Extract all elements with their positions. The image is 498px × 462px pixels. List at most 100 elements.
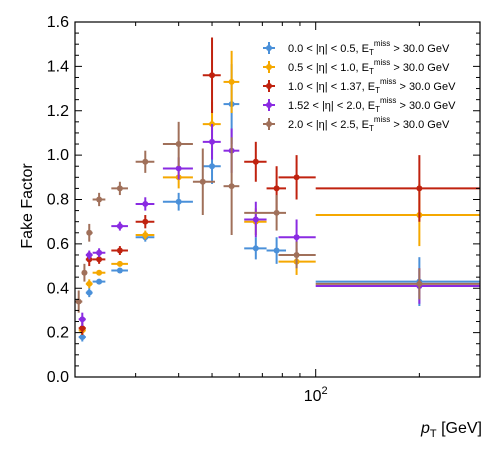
data-point — [244, 195, 287, 231]
marker — [142, 200, 149, 207]
marker — [228, 183, 235, 190]
series-3 — [78, 37, 480, 335]
data-point — [244, 237, 267, 260]
data-point — [244, 201, 267, 238]
marker — [142, 218, 149, 225]
data-point — [92, 248, 106, 258]
legend-entry: 1.0 < |η| < 1.37, ETmiss > 30.0 GeV — [263, 77, 456, 95]
marker — [175, 198, 182, 205]
legend-entry: 1.52 < |η| < 2.0, ETmiss > 30.0 GeV — [263, 96, 456, 114]
marker — [86, 229, 93, 236]
legend-label: 0.5 < |η| < 1.0, ETmiss > 30.0 GeV — [288, 58, 450, 76]
legend-label: 0.0 < |η| < 0.5, ETmiss > 30.0 GeV — [288, 39, 450, 57]
data-point — [266, 237, 287, 264]
series-5 — [75, 121, 480, 313]
axis-ticks: 0.0 0.2 0.4 0.6 0.8 1.0 1.2 1.4 1.6 102 — [47, 14, 481, 405]
marker — [116, 260, 123, 267]
marker — [86, 251, 93, 258]
y-tick-label: 1.0 — [47, 147, 69, 164]
x-axis-label-unit: [GeV] — [437, 420, 482, 437]
legend-label: 2.0 < |η| < 2.5, ETmiss > 30.0 GeV — [288, 115, 450, 133]
marker — [293, 174, 300, 181]
legend-entry: 0.0 < |η| < 0.5, ETmiss > 30.0 GeV — [263, 39, 450, 57]
marker — [79, 325, 86, 332]
data-layer — [75, 37, 480, 342]
marker — [252, 216, 259, 223]
marker — [252, 245, 259, 252]
legend-entry: 0.5 < |η| < 1.0, ETmiss > 30.0 GeV — [263, 58, 450, 76]
x-axis-label-main: p — [420, 420, 430, 437]
marker — [116, 247, 123, 254]
data-point — [192, 148, 215, 216]
marker — [228, 78, 235, 85]
y-tick-label: 0.8 — [47, 192, 69, 209]
data-point — [86, 223, 93, 242]
y-tick-label: 1.2 — [47, 103, 69, 120]
y-tick-label: 0.0 — [47, 369, 69, 386]
marker — [86, 280, 93, 287]
legend-label: 1.52 < |η| < 2.0, ETmiss > 30.0 GeV — [288, 96, 456, 114]
data-point — [75, 290, 83, 313]
data-point — [78, 312, 86, 326]
data-point — [223, 137, 240, 235]
data-point — [111, 246, 128, 255]
data-point — [135, 197, 155, 211]
legend-entry: 2.0 < |η| < 2.5, ETmiss > 30.0 GeV — [263, 115, 450, 133]
marker — [86, 289, 93, 296]
marker — [273, 185, 280, 192]
data-point — [92, 192, 106, 207]
data-point — [223, 50, 240, 113]
x-tick-label: 102 — [304, 385, 328, 405]
legend-marker — [266, 83, 272, 89]
data-point — [278, 241, 316, 269]
y-tick-label: 1.4 — [47, 58, 69, 75]
data-point — [315, 183, 480, 247]
data-point — [92, 278, 106, 285]
data-point — [111, 181, 128, 196]
data-point — [162, 121, 193, 167]
legend-label: 1.0 < |η| < 1.37, ETmiss > 30.0 GeV — [288, 77, 456, 95]
marker — [116, 223, 123, 230]
y-axis-label: Fake Factor — [19, 163, 36, 249]
data-point — [202, 37, 221, 113]
data-point — [111, 267, 128, 274]
data-point — [315, 268, 480, 304]
marker — [79, 316, 86, 323]
data-point — [85, 250, 93, 260]
marker — [96, 256, 103, 263]
marker — [175, 165, 182, 172]
data-point — [278, 155, 316, 200]
data-point — [135, 230, 155, 240]
data-point — [315, 155, 480, 222]
data-point — [315, 257, 480, 306]
marker — [116, 267, 123, 274]
marker — [81, 269, 88, 276]
marker — [273, 247, 280, 254]
data-point — [244, 141, 267, 182]
legend-marker — [266, 45, 272, 51]
y-tick-label: 0.6 — [47, 236, 69, 253]
marker — [142, 158, 149, 165]
marker — [75, 298, 82, 305]
marker — [142, 232, 149, 238]
marker — [199, 178, 206, 185]
marker — [96, 249, 103, 256]
data-point — [85, 279, 93, 289]
data-point — [111, 260, 128, 267]
marker — [79, 334, 86, 341]
y-tick-label: 1.6 — [47, 14, 69, 31]
marker — [96, 196, 103, 203]
data-point — [202, 124, 221, 160]
marker — [293, 251, 300, 258]
data-point — [315, 268, 480, 300]
marker — [209, 72, 216, 79]
x-axis-label-sub: T — [430, 428, 437, 440]
x-axis-label: pT [GeV] — [420, 420, 482, 440]
data-point — [81, 263, 88, 282]
marker — [293, 234, 300, 241]
marker — [116, 185, 123, 192]
marker — [209, 138, 216, 145]
